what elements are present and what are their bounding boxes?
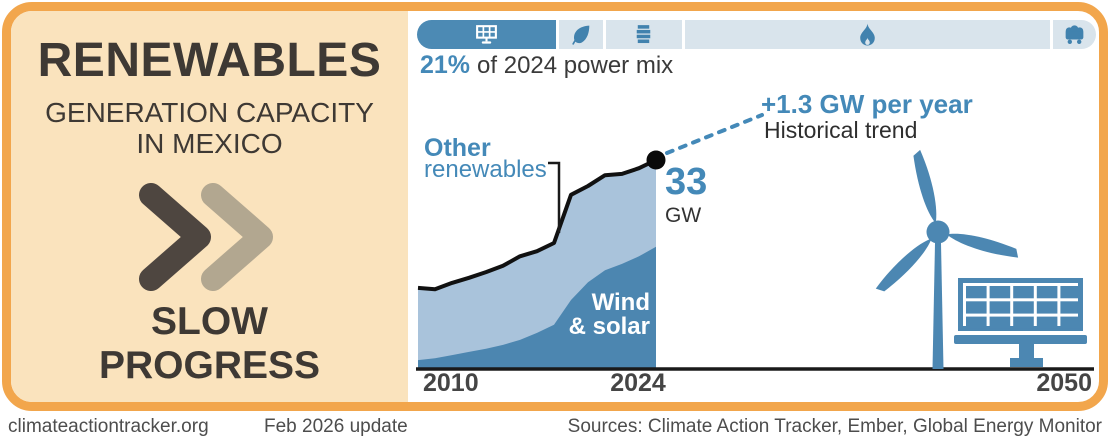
other-renewables-label: Other renewables: [424, 134, 547, 183]
verdict-text: SLOW PROGRESS: [11, 300, 408, 388]
card-frame: RENEWABLES GENERATION CAPACITY IN MEXICO…: [2, 2, 1108, 411]
mix-segment-gas: [684, 20, 1051, 49]
solar-panel-illustration-icon: [954, 278, 1087, 367]
power-mix-caption: 21% of 2024 power mix: [420, 51, 673, 80]
mix-segment-coal: [1053, 20, 1096, 49]
page-subtitle-line2: IN MEXICO: [136, 128, 283, 159]
verdict-line2: PROGRESS: [98, 344, 321, 387]
current-capacity-label: 33 GW: [665, 163, 707, 226]
solar-panel-cells: [966, 286, 1081, 329]
wind-turbine-icon: [875, 149, 1019, 369]
mix-segment-bioenergy: [559, 20, 604, 49]
mix-segment-oil: [606, 20, 682, 49]
other-renewables-label-regular: renewables: [424, 156, 547, 183]
trend-dashed-line: [665, 113, 764, 155]
other-renewables-connector: [548, 161, 561, 233]
trend-annotation-headline: +1.3 GW per year: [761, 89, 973, 119]
wind-solar-label-line1: Wind: [591, 289, 650, 316]
page-subtitle-line1: GENERATION CAPACITY: [45, 97, 374, 128]
other-renewables-label-bold: Other: [424, 134, 491, 162]
power-mix-percentage: 21%: [420, 51, 471, 79]
capacity-chart: [416, 113, 1094, 371]
power-mix-caption-text: of 2024 power mix: [477, 52, 674, 79]
solar-panel-icon: [474, 22, 499, 47]
update-date: Feb 2026 update: [264, 416, 408, 437]
gas-flame-icon: [855, 22, 880, 47]
mix-segment-renewables: [417, 20, 557, 49]
double-chevron-icon: [139, 183, 273, 291]
current-value-dot: [646, 150, 666, 170]
wind-solar-area: [418, 246, 656, 369]
title-panel: RENEWABLES GENERATION CAPACITY IN MEXICO…: [11, 11, 408, 402]
power-mix-bar: [417, 20, 1096, 49]
total-renewables-line: [417, 158, 657, 292]
verdict-line1: SLOW: [151, 300, 268, 343]
x-tick-2050: 2050: [1036, 369, 1092, 397]
current-capacity-unit: GW: [665, 204, 702, 227]
chevron-light-icon: [201, 183, 273, 291]
leaf-icon: [569, 22, 594, 47]
chevron-dark-icon: [139, 183, 211, 291]
trend-annotation-sub: Historical trend: [764, 117, 918, 143]
x-tick-2010: 2010: [423, 369, 479, 397]
sources-text: Sources: Climate Action Tracker, Ember, …: [567, 416, 1102, 437]
wind-solar-label-line2: & solar: [568, 313, 650, 340]
x-tick-2024: 2024: [610, 369, 666, 397]
wind-solar-label: Wind & solar: [538, 291, 650, 339]
oil-barrel-icon: [631, 22, 656, 47]
site-link[interactable]: climateactiontracker.org: [8, 416, 209, 437]
current-capacity-value: 33: [665, 161, 708, 203]
page-title: RENEWABLES: [37, 34, 382, 87]
coal-cart-icon: [1062, 22, 1087, 47]
